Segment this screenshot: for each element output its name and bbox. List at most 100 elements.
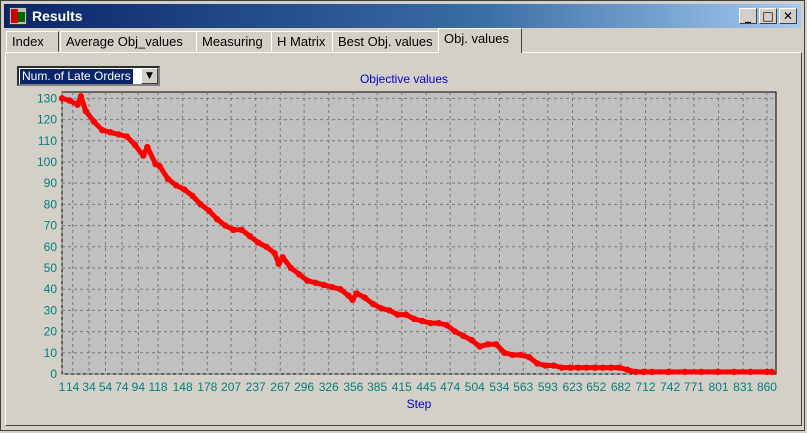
data-point: [714, 368, 721, 376]
data-point: [591, 364, 598, 371]
data-point: [747, 368, 754, 376]
data-point: [230, 226, 237, 234]
data-point: [140, 152, 147, 159]
data-point: [681, 368, 689, 376]
data-point: [246, 232, 254, 240]
data-point: [451, 328, 459, 335]
x-tick-label: 326: [319, 380, 339, 394]
x-tick-label: 54: [99, 380, 113, 394]
data-point: [443, 322, 451, 329]
data-point: [517, 351, 524, 359]
data-point: [624, 366, 631, 373]
x-tick-label: 712: [635, 380, 655, 394]
data-point: [271, 249, 278, 257]
data-point: [107, 129, 114, 136]
y-tick-label: 90: [44, 176, 58, 190]
x-tick-label: 385: [367, 380, 387, 394]
x-tick-label: 415: [392, 380, 412, 394]
data-point: [542, 362, 549, 369]
data-point: [144, 143, 151, 151]
x-tick-label: 296: [294, 380, 314, 394]
data-point: [205, 207, 213, 214]
x-tick-label: 474: [440, 380, 460, 394]
close-button[interactable]: ✕: [779, 8, 797, 24]
data-point: [509, 351, 516, 359]
data-point: [763, 368, 771, 376]
x-tick-label: 178: [197, 380, 217, 394]
tab-strip: Index Average Obj_values Measuring H Mat…: [5, 28, 803, 53]
tab-index[interactable]: Index: [6, 31, 59, 52]
y-tick-label: 70: [44, 219, 58, 233]
data-point: [238, 226, 245, 234]
data-point: [525, 353, 533, 361]
tab-measuring[interactable]: Measuring: [196, 31, 272, 52]
objective-select-value: Num. of Late Orders: [20, 69, 133, 84]
x-tick-label: 682: [611, 380, 631, 394]
y-tick-label: 100: [37, 155, 57, 169]
data-point: [295, 271, 303, 278]
data-point: [90, 118, 98, 125]
data-point: [312, 279, 319, 287]
data-point: [402, 311, 410, 318]
data-point: [131, 141, 139, 149]
data-point: [550, 362, 557, 369]
data-point: [558, 364, 565, 371]
tab-obj-values[interactable]: Obj. values: [438, 28, 522, 53]
data-point: [427, 319, 434, 327]
data-point: [213, 216, 221, 223]
data-point: [82, 107, 90, 115]
data-point: [419, 317, 426, 325]
data-point: [583, 364, 590, 371]
data-point: [99, 126, 106, 134]
data-point: [164, 175, 172, 183]
tab-average-obj-values[interactable]: Average Obj_values: [60, 31, 197, 52]
data-point: [361, 294, 369, 301]
y-tick-label: 120: [37, 113, 57, 127]
y-tick-label: 20: [44, 325, 58, 339]
x-tick-label: 593: [538, 380, 558, 394]
data-point: [115, 131, 122, 138]
data-point: [320, 281, 327, 289]
objective-select[interactable]: Num. of Late Orders ▼: [17, 66, 160, 86]
data-point: [349, 296, 356, 303]
data-point: [287, 264, 295, 272]
data-point: [181, 186, 188, 193]
data-point: [77, 93, 85, 100]
title-bar[interactable]: Results _ □ ✕: [4, 4, 801, 28]
y-tick-label: 10: [44, 346, 58, 360]
data-point: [263, 243, 270, 250]
y-tick-label: 50: [44, 261, 58, 275]
y-tick-label: 30: [44, 303, 58, 317]
data-point: [730, 368, 738, 376]
data-point: [386, 307, 393, 314]
data-point: [172, 182, 180, 189]
x-tick-label: 860: [757, 380, 777, 394]
x-tick-label: 623: [562, 380, 582, 394]
x-tick-label: 356: [343, 380, 363, 394]
chevron-down-icon[interactable]: ▼: [141, 68, 158, 84]
x-axis-label: Step: [407, 397, 432, 411]
data-point: [492, 341, 500, 348]
data-point: [616, 364, 623, 371]
y-tick-label: 0: [50, 367, 57, 381]
plot-area: [61, 91, 777, 375]
maximize-button[interactable]: □: [759, 8, 777, 24]
data-point: [275, 260, 282, 267]
x-tick-label: 267: [270, 380, 290, 394]
app-icon: [9, 7, 27, 25]
minimize-button[interactable]: _: [739, 8, 757, 24]
window-title: Results: [32, 8, 83, 24]
data-point: [328, 283, 336, 291]
data-point: [460, 332, 467, 340]
data-point: [575, 364, 582, 371]
data-point: [304, 277, 311, 284]
data-point: [222, 222, 229, 229]
x-tick-label: 148: [173, 380, 193, 394]
x-tick-label: 801: [709, 380, 729, 394]
y-tick-label: 110: [38, 134, 57, 148]
data-point: [468, 336, 475, 344]
y-tick-label: 130: [37, 91, 57, 105]
data-point: [394, 311, 401, 318]
data-point: [599, 364, 607, 371]
x-tick-label: 207: [221, 380, 241, 394]
